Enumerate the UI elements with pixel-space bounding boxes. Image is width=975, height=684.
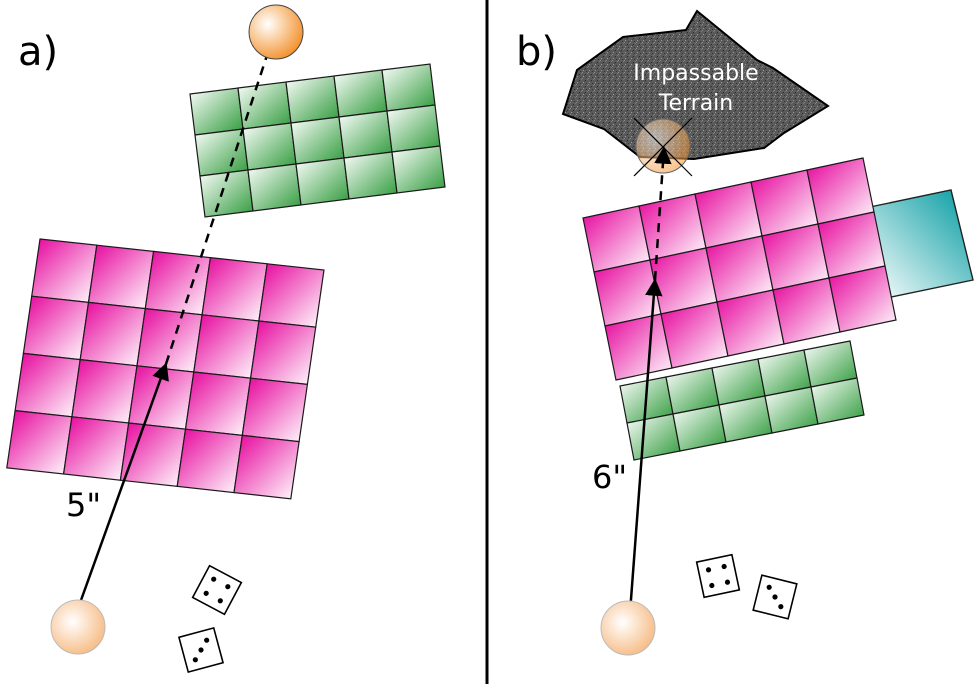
unit-tile (626, 413, 681, 461)
unit-tile (810, 377, 865, 425)
unit-tile (343, 151, 398, 200)
die-4 (191, 564, 243, 616)
unit-tile (672, 404, 727, 452)
unit-tile (764, 386, 819, 434)
unit-tile (247, 163, 302, 212)
target-model (248, 4, 304, 60)
panel-b-label: b) (516, 29, 557, 75)
distance-label: 6" (592, 458, 627, 496)
unit-tile (333, 69, 388, 118)
unit-tile (237, 81, 292, 130)
unit-tile (136, 307, 203, 373)
panel-b: b) Impassable Terrain 6" (516, 9, 974, 656)
unit-tile (716, 289, 785, 357)
charging-model (600, 600, 656, 656)
unit-tile (201, 256, 268, 322)
unit-tile (233, 434, 300, 500)
unit-tile (79, 301, 146, 367)
magenta-unit-grid (582, 157, 897, 381)
unit-tile (386, 104, 441, 153)
move-arrow (78, 362, 169, 604)
unit-tile (194, 128, 249, 177)
charging-model (50, 599, 106, 655)
dashed-charge-path (653, 146, 672, 281)
unit-tile (14, 352, 81, 418)
green-unit-grid (619, 340, 865, 461)
panel-a: a) 5" (6, 4, 446, 674)
unit-tile (249, 320, 317, 386)
move-arrow (627, 278, 663, 627)
unit-tile (241, 377, 309, 443)
unit-tile (258, 263, 325, 328)
distance-label: 5" (66, 486, 101, 524)
terrain-label-line1: Impassable (633, 61, 758, 86)
unit-tile (295, 157, 350, 206)
unit-tile (381, 63, 436, 112)
unit-tile (184, 371, 252, 437)
unit-tile (189, 87, 244, 136)
unit-tile (62, 416, 130, 481)
unit-tile (391, 145, 446, 194)
target-model-blocked (635, 118, 691, 174)
die-3 (752, 574, 798, 620)
unit-tile (338, 110, 393, 159)
unit-tile (604, 313, 673, 381)
unit-tile (6, 409, 73, 475)
unit-tile (290, 116, 345, 165)
magenta-unit-grid (6, 238, 325, 500)
unit-tile (828, 265, 897, 333)
die-4 (695, 553, 741, 599)
unit-tile (660, 301, 729, 369)
unit-tile (22, 295, 90, 361)
green-unit-grid (189, 63, 446, 218)
unit-tile (31, 238, 98, 304)
unit-tile (242, 122, 297, 171)
unit-tile (119, 422, 187, 488)
unit-tile (772, 277, 841, 345)
unit-tile (193, 314, 260, 379)
unit-tile (718, 395, 773, 443)
unit-tile (87, 244, 155, 310)
dashed-charge-path (164, 38, 276, 365)
die-3 (177, 626, 225, 674)
unit-tile (176, 428, 243, 494)
unit-tile (144, 250, 212, 316)
unit-tile (285, 75, 340, 124)
panel-a-label: a) (18, 29, 58, 75)
unit-tile (71, 358, 138, 424)
terrain-label-line2: Terrain (658, 91, 733, 116)
